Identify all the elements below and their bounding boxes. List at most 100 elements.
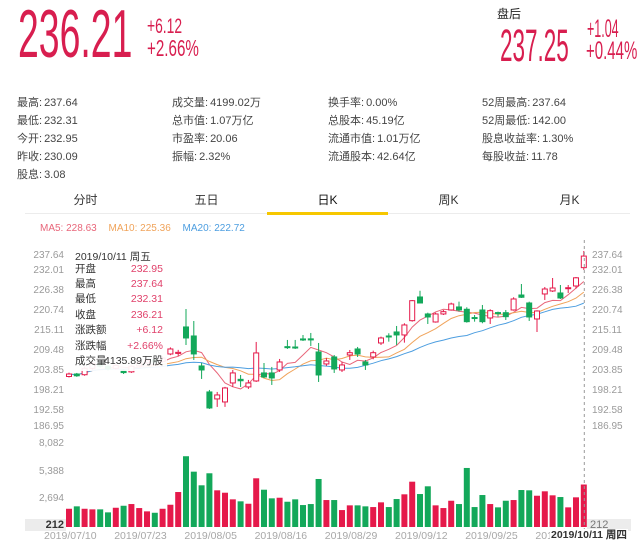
volume-bar (73, 506, 80, 527)
candlestick (339, 361, 345, 372)
price-axis-left-label: 226.38 (33, 284, 64, 296)
volume-bar (190, 471, 197, 527)
price-axis-left-label: 215.11 (34, 325, 64, 336)
volume-bar (549, 495, 556, 527)
volume-bar (479, 495, 486, 527)
stat-volume: 成交量: 4199.02万 (172, 97, 261, 109)
ma10-legend: MA10: 225.36 (108, 223, 171, 234)
candlestick (276, 358, 283, 372)
candlestick (557, 284, 564, 299)
volume-bar (495, 507, 501, 527)
volume-bar (346, 505, 353, 527)
tooltip-date: 2019/10/11 周五 (75, 251, 151, 263)
candlestick (167, 347, 174, 356)
candlestick (214, 391, 221, 407)
crosshair-value-left: 212 (25, 519, 66, 531)
volume-bar (245, 503, 252, 527)
volume-axis-label: 5,388 (38, 465, 64, 477)
date-axis-label: 2019/07/10 (44, 530, 97, 542)
candlestick (222, 386, 228, 407)
stat-pe-ratio: 市盈率: 20.06 (172, 133, 238, 145)
candlestick (66, 372, 72, 378)
volume-bar (229, 499, 236, 527)
ma-legend: MA5: 228.63 MA10: 225.36 MA20: 222.72 (40, 223, 254, 234)
candlestick (487, 309, 494, 324)
tab-daily-k[interactable]: 日K (267, 189, 388, 215)
volume-bar (175, 492, 182, 527)
volume-bar (331, 500, 338, 527)
candlestick (502, 309, 509, 320)
volume-bar (66, 508, 72, 527)
candlestick (510, 297, 517, 311)
candlestick (370, 350, 377, 360)
candlestick (229, 369, 236, 387)
tooltip-row-change: 涨跌额 +6.12 (75, 324, 163, 336)
volume-axis-label: 2,694 (38, 493, 64, 505)
candlestick (315, 342, 322, 382)
tab-weekly-k[interactable]: 周K (438, 193, 459, 207)
tooltip-row-close: 收盘 236.21 (75, 309, 163, 321)
price-axis-left-label: 186.95 (33, 421, 64, 432)
candlestick (549, 277, 556, 292)
after-hours-label: 盘后 (497, 7, 522, 21)
volume-bar (401, 494, 408, 527)
date-axis-label: 2019/08/29 (324, 530, 378, 542)
price-axis-right-label: 192.58 (592, 405, 623, 416)
price-axis-right-label: 203.85 (592, 364, 623, 376)
candlestick (432, 312, 439, 323)
volume-bar (510, 500, 517, 527)
price-change: +6.12 (147, 15, 183, 38)
candlestick (284, 339, 291, 349)
candlestick (346, 349, 353, 360)
candlestick (393, 325, 400, 345)
price-axis-right-label: 237.64 (592, 250, 623, 261)
volume-bar (362, 506, 369, 527)
volume-bar (378, 502, 384, 527)
candlestick (409, 299, 416, 322)
stat-prev-close: 昨收: 230.09 (17, 151, 78, 163)
stat-amplitude: 振幅: 2.32% (172, 151, 231, 163)
stat-turnover: 换手率: 0.00% (328, 97, 398, 109)
after-hours-change: +1.04 (587, 15, 619, 43)
price-change-percent: +2.66% (147, 35, 199, 61)
volume-bar (573, 497, 579, 527)
candlestick (183, 308, 189, 345)
volume-bar (541, 491, 548, 527)
candlestick (253, 341, 260, 382)
tab-five-day[interactable]: 五日 (194, 193, 219, 207)
stat-float-shares: 流通股本: 42.64亿 (328, 151, 416, 163)
price-axis-left-label: 192.58 (33, 405, 64, 416)
volume-bar (440, 508, 447, 527)
stat-52w-low: 52周最低: 142.00 (482, 115, 566, 127)
date-axis-label: 2019/08/05 (184, 530, 237, 542)
candlestick (175, 349, 182, 356)
price-axis-right-label: 215.11 (592, 325, 622, 336)
price-axis-left-label: 237.64 (33, 250, 64, 261)
volume-bar (502, 500, 509, 527)
stat-high: 最高: 237.64 (17, 97, 78, 109)
candlestick (237, 374, 244, 387)
price-axis-left-label: 198.21 (33, 385, 64, 397)
price-axis-right-label: 220.74 (592, 305, 623, 316)
volume-bar (463, 467, 470, 527)
tab-monthly-k[interactable]: 月K (559, 193, 580, 207)
candlestick (424, 312, 431, 324)
tab-intraday[interactable]: 分时 (73, 193, 98, 207)
tooltip-row-low: 最低 232.31 (75, 293, 163, 305)
ma5-legend: MA5: 228.63 (40, 223, 97, 234)
volume-bar (471, 507, 478, 527)
volume-bar (354, 505, 361, 527)
volume-bar (323, 500, 330, 527)
volume-bar (385, 507, 392, 527)
candlestick (495, 311, 501, 317)
stat-dividend-yield: 股息收益率: 1.30% (482, 133, 574, 145)
volume-bar (339, 510, 345, 527)
volume-bar (307, 504, 314, 527)
volume-axis-label: 8,082 (38, 438, 64, 449)
tooltip-row-open: 开盘 232.95 (75, 263, 163, 275)
chart-period-tabs: 分时 五日 日K 周K 月K (25, 189, 630, 215)
candlestick (565, 284, 572, 293)
price-axis-right-label: 198.21 (592, 385, 623, 397)
volume-bar (456, 504, 462, 527)
stat-eps: 每股收益: 11.78 (482, 151, 558, 163)
